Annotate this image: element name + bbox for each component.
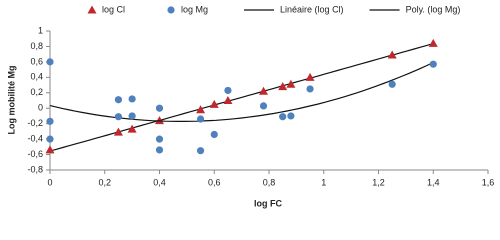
legend-label: Poly. (log Mg): [406, 4, 461, 14]
circle-marker: [46, 117, 54, 125]
chart: log FC Log mobilité Mg -0,8 -0,6 -0,4 -0,2 0…: [6, 4, 495, 208]
triangle-marker: [196, 105, 206, 114]
circle-marker: [210, 130, 218, 139]
x-tick-label: 0,8: [263, 177, 276, 187]
x-tick-label: 1,6: [482, 177, 495, 187]
triangle-marker: [305, 72, 315, 81]
x-tick-label: 1: [321, 177, 326, 187]
circle-marker: [429, 60, 437, 68]
legend-marker: [87, 5, 97, 14]
triangle-marker: [387, 50, 397, 59]
triangle-marker: [155, 116, 164, 125]
circle-marker: [287, 112, 295, 120]
x-tick-label: 1,2: [372, 177, 385, 187]
triangle-marker: [127, 124, 137, 133]
circle-marker: [46, 135, 54, 143]
triangle-marker: [223, 96, 233, 104]
circle-marker: [114, 113, 123, 121]
circle-marker: [196, 115, 205, 123]
circle-marker: [114, 96, 123, 104]
circle-marker: [224, 86, 232, 95]
legend-marker: [167, 6, 175, 14]
triangle-marker: [278, 82, 288, 91]
x-tick-label: 1,4: [427, 177, 440, 187]
circle-marker: [306, 85, 314, 93]
circle-marker: [155, 146, 164, 154]
trendline: [49, 62, 434, 122]
y-tick-label: -0,6: [27, 149, 43, 159]
triangle-marker: [286, 79, 296, 88]
legend-label: log Cl: [102, 4, 125, 14]
circle-marker: [46, 58, 54, 66]
circle-marker: [155, 104, 164, 112]
y-tick-label: 0: [38, 103, 43, 113]
triangle-marker: [45, 145, 55, 154]
circle-marker: [128, 95, 136, 103]
x-tick-label: 0,6: [208, 177, 221, 187]
trendline: [49, 43, 434, 152]
y-tick-label: 1: [38, 25, 43, 35]
y-tick-label: 0,8: [30, 41, 43, 51]
legend-label: Linéaire (log Cl): [280, 4, 344, 14]
y-tick-label: -0,4: [27, 133, 43, 143]
circle-marker: [155, 135, 164, 143]
x-tick-label: 0: [47, 177, 52, 187]
circle-marker: [128, 112, 136, 120]
circle-marker: [259, 102, 268, 110]
y-tick-label: 0,4: [30, 72, 43, 82]
x-tick-label: 0,2: [98, 177, 111, 187]
legend-label: log Mg: [181, 4, 208, 14]
x-axis-title: log FC: [254, 198, 282, 208]
y-tick-label: 0,6: [30, 56, 43, 66]
triangle-marker: [259, 86, 269, 95]
circle-marker: [388, 80, 396, 88]
x-tick-label: 0,4: [153, 177, 166, 187]
triangle-marker: [209, 99, 219, 108]
y-tick-label: -0,8: [27, 164, 43, 174]
y-axis-title: Log mobilité Mg: [6, 66, 16, 135]
y-tick-label: -0,2: [27, 118, 43, 128]
triangle-marker: [113, 127, 123, 136]
triangle-marker: [428, 38, 438, 47]
y-tick-label: 0,2: [30, 87, 43, 97]
circle-marker: [279, 113, 287, 121]
circle-marker: [196, 147, 205, 155]
